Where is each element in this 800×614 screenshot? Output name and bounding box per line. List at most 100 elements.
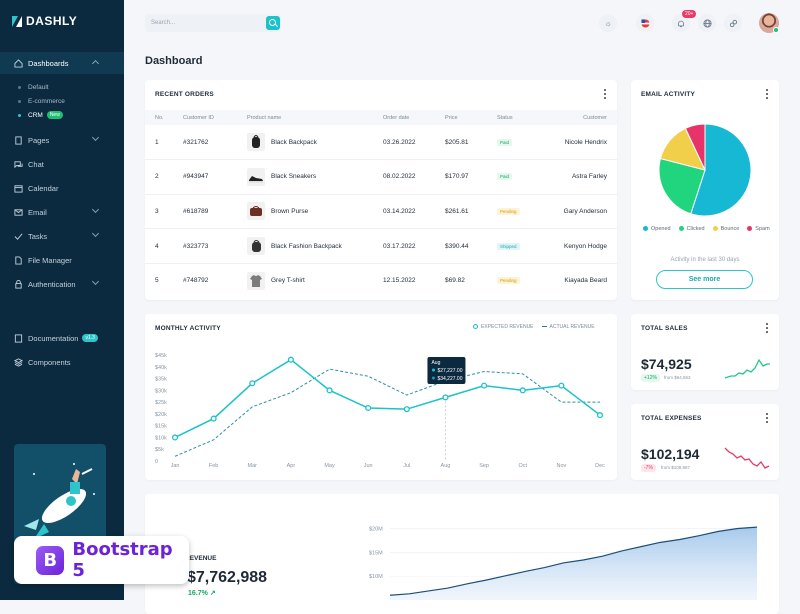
legend-spam: Spam [747,226,770,232]
cell-status: Paid [497,159,545,195]
sidebar-item-file-manager[interactable]: File Manager [0,248,124,272]
sales-value: $74,925 [641,356,692,372]
sidebar-item-email[interactable]: Email [0,200,124,224]
chevron-down-icon [91,229,100,238]
cell-date: 03.17.2022 [383,228,445,264]
tasks-icon [13,231,23,241]
cell-status: Paid [497,125,545,161]
sidebar-item-dashboards[interactable]: Dashboards [0,52,124,74]
bootstrap-badge: B Bootstrap 5 [14,536,189,584]
x-tick-label: Feb [209,463,218,469]
x-tick-label: Jun [364,463,373,469]
cell-product: Black Fashion Backpack [247,228,383,264]
cell-price: $69.82 [445,277,465,285]
theme-sun-icon[interactable]: ☼ [599,14,617,32]
more-options-icon[interactable] [765,89,769,99]
product-fashion-backpack-icon [247,237,265,256]
cell-customer: Astra Farley [545,159,617,195]
chat-icon [13,159,23,169]
expected-point [287,356,294,363]
cell-status: Pending [497,194,545,230]
cell-date: 03.26.2022 [383,125,445,161]
trend-up-icon: ↗ [209,590,216,597]
revenue-area-chart: $10M $15M $20M [369,526,758,600]
revenue-area [390,527,757,600]
lock-icon [13,279,23,289]
product-name: Brown Purse [271,207,309,215]
status-badge: Paid [497,173,513,181]
y-tick-label: 0 [155,459,158,465]
revenue-change: 16.7% ↗ [188,590,216,597]
sidebar-item-components[interactable]: Components [0,350,124,374]
x-tick-label: Sep [479,463,489,469]
cell-customer-id: #323773 [183,228,247,264]
sidebar-item-documentation[interactable]: Documentation v1.3 [0,326,124,350]
sidebar-item-chat[interactable]: Chat [0,152,124,176]
column-header: Customer ID [183,110,247,125]
table-row[interactable]: 2 #943947 Black Sneakers 08.02.2022 $170… [145,159,617,195]
x-tick-label: Jan [171,463,180,469]
cell-customer-id: #321762 [183,125,247,161]
sidebar-subitem-crm[interactable]: CRM New [0,108,124,122]
y-tick-label: $20M [369,527,383,533]
total-sales-card: TOTAL SALES $74,925 +12% from $64,553 [631,314,779,390]
online-status-dot [773,27,779,33]
sidebar-item-pages[interactable]: Pages [0,128,124,152]
more-options-icon[interactable] [603,89,607,99]
cell-price: $205.81 [445,125,497,161]
cell-product: Black Sneakers [247,159,383,195]
table-row[interactable]: 1 #321762 Black Backpack 03.26.2022 $205… [145,125,617,161]
product-name: Black Fashion Backpack [271,242,342,250]
table-row[interactable]: 4 #323773 Black Fashion Backpack 03.17.2… [145,228,617,264]
more-options-icon[interactable] [765,323,769,333]
brand-name: DASHLY [26,14,78,28]
y-tick-label: $15k [155,424,167,430]
more-options-icon[interactable] [765,413,769,423]
book-icon [13,333,23,343]
sidebar-item-label: Pages [28,135,50,145]
bell-icon[interactable] [672,14,690,32]
card-title: MONTHLY ACTIVITY [155,325,221,332]
sidebar-item-calendar[interactable]: Calendar [0,176,124,200]
expected-point [596,412,604,419]
x-tick-label: Jul [403,463,410,469]
sidebar-item-authentication[interactable]: Authentication [0,272,124,296]
sidebar-subitem-ecommerce[interactable]: E-commerce [0,94,124,108]
product-backpack-icon [247,133,265,152]
pie-slice-opened [690,123,752,217]
tooltip-expected-value: $27,227.00 [437,368,462,374]
search-input[interactable]: Search... [145,14,281,32]
bootstrap-text: Bootstrap 5 [72,539,173,581]
cell-product: Brown Purse [247,194,383,230]
y-tick-label: $45k [155,353,167,359]
globe-icon[interactable] [698,14,716,32]
notification-badge: 20+ [682,10,697,18]
file-icon [13,255,23,265]
language-flag-icon[interactable] [636,14,654,32]
column-header: Status [497,110,545,125]
sidebar-item-label: File Manager [28,255,72,265]
product-purse-icon [247,202,265,221]
sidebar-item-label: Email [28,207,47,217]
expected-point [365,404,372,412]
product-name: Black Sneakers [271,173,317,181]
y-tick-label: $30k [155,388,167,394]
see-more-button[interactable]: See more [656,270,753,289]
expected-point [326,387,333,394]
cell-status: Pending [497,263,545,298]
pie-slice-spam [684,123,706,171]
brand-logo[interactable]: DASHLY [12,14,77,28]
sidebar-item-tasks[interactable]: Tasks [0,224,124,248]
calendar-icon [13,183,23,193]
search-icon[interactable] [266,16,280,30]
revenue-value: $7,762,988 [187,569,268,586]
sidebar-subitem-label: E-commerce [28,97,65,105]
table-header-row: No. Customer ID Product name Order date … [145,110,617,125]
legend-expected: EXPECTED REVENUE [473,324,534,330]
sidebar-subitem-default[interactable]: Default [0,80,124,94]
table-row[interactable]: 5 #748792 Grey T-shirt 12.15.2022 $69.82… [145,263,617,298]
cell-customer: Kiayada Beard [564,277,607,285]
settings-link-icon[interactable] [724,14,742,32]
search-placeholder: Search... [151,20,176,26]
table-row[interactable]: 3 #618789 Brown Purse 03.14.2022 $261.61… [145,194,617,230]
